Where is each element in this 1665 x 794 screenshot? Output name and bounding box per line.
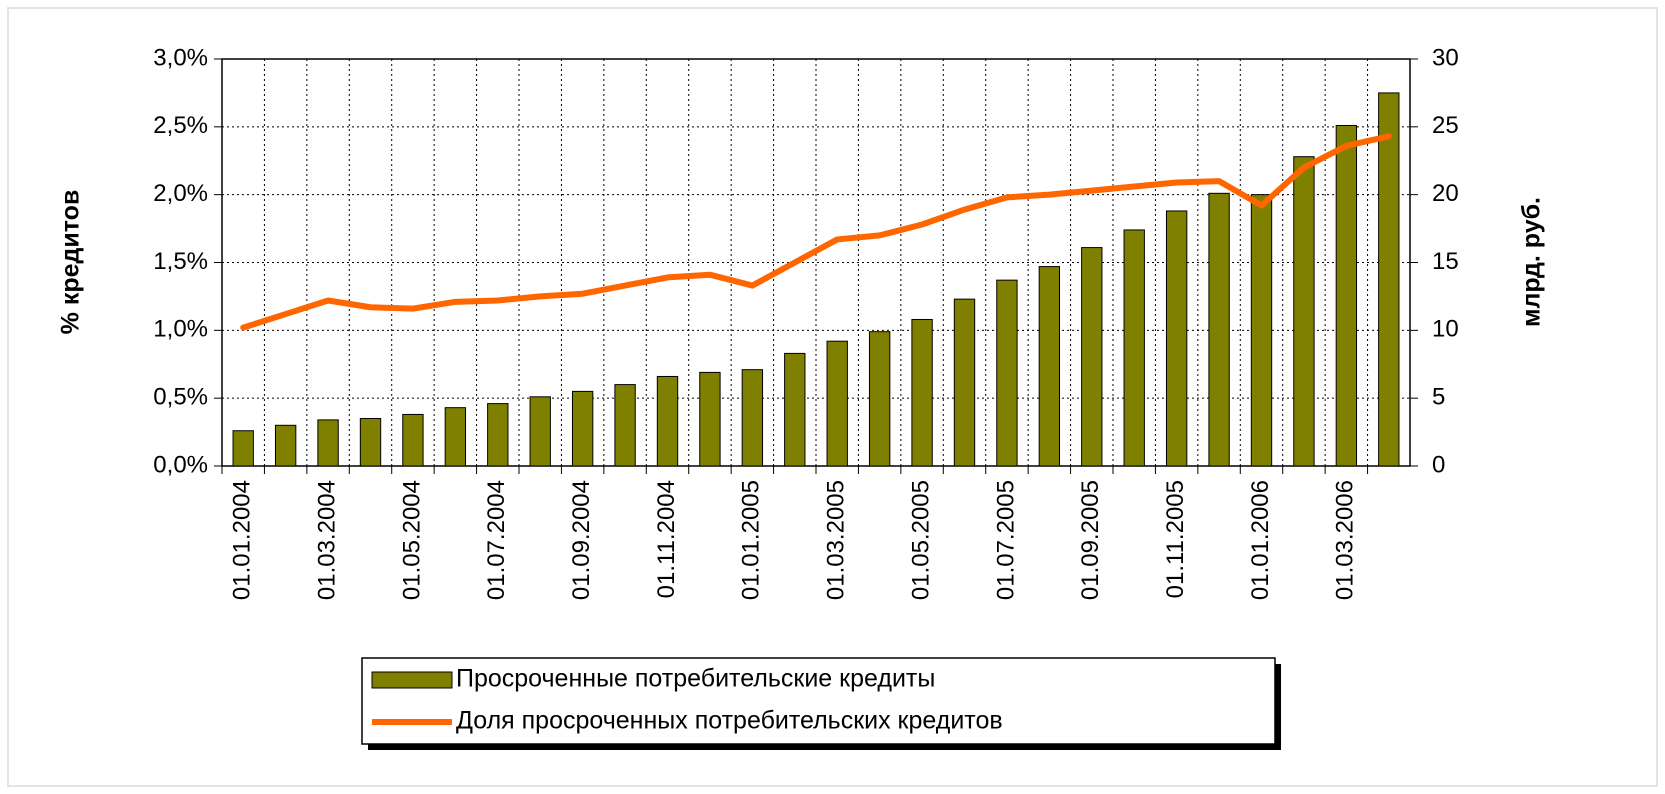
x-tick-label: 01.09.2004 [568, 480, 595, 600]
bar [911, 318, 933, 467]
x-tick-label: 01.05.2005 [907, 480, 934, 600]
bar [1165, 210, 1188, 467]
bar [274, 424, 297, 467]
legend-label: Просроченные потребительские кредиты [456, 665, 935, 693]
bar [1123, 229, 1145, 467]
y-tick-label: 1,5% [153, 248, 208, 275]
bar [529, 396, 551, 467]
bar [402, 413, 424, 467]
bar [444, 407, 467, 467]
bar [487, 403, 509, 467]
x-tick-label: 01.03.2006 [1332, 480, 1359, 600]
x-tick-label: 01.05.2004 [398, 480, 425, 600]
bar [784, 352, 806, 467]
bar [656, 375, 679, 467]
y2-tick-label: 25 [1432, 112, 1459, 139]
bar [868, 331, 891, 467]
bar [359, 418, 382, 467]
bar [317, 419, 339, 467]
y2-tick-label: 0 [1432, 451, 1445, 478]
x-tick-label: 01.11.2005 [1162, 480, 1189, 598]
bar [614, 384, 636, 467]
y2-tick-label: 30 [1432, 44, 1459, 71]
x-tick-label: 01.03.2004 [313, 480, 340, 600]
frame [7, 7, 1658, 787]
bar [996, 279, 1018, 467]
y-tick-label: 2,0% [153, 180, 208, 207]
legend-label: Доля просроченных потребительских кредит… [456, 707, 1003, 735]
bar [1081, 247, 1103, 467]
y-tick-label: 0,0% [153, 451, 208, 478]
bar [1335, 124, 1358, 467]
y2-tick-label: 15 [1432, 248, 1459, 275]
bar [1378, 92, 1400, 467]
y-axis-label: % кредитов [57, 190, 85, 335]
bar [232, 430, 254, 467]
bar [1293, 156, 1315, 467]
bar [826, 340, 848, 467]
x-tick-label: 01.01.2004 [229, 480, 256, 600]
x-tick-label: 01.11.2004 [653, 480, 680, 598]
x-tick-label: 01.01.2006 [1247, 480, 1274, 600]
x-tick-label: 01.07.2005 [992, 480, 1019, 600]
bar [699, 371, 721, 467]
x-tick-label: 01.03.2005 [823, 480, 850, 600]
bar [1208, 192, 1230, 467]
y2-tick-label: 5 [1432, 384, 1445, 411]
bar [953, 298, 976, 467]
x-tick-label: 01.07.2004 [483, 480, 510, 600]
bar [741, 369, 764, 467]
y2-tick-label: 20 [1432, 180, 1459, 207]
y-tick-label: 2,5% [153, 112, 208, 139]
y2-axis-label: млрд. руб. [1518, 197, 1546, 327]
bar [1038, 266, 1061, 467]
legend-swatch [371, 671, 453, 689]
y2-tick-label: 10 [1432, 316, 1459, 343]
line [240, 133, 1392, 331]
x-tick-label: 01.01.2005 [738, 480, 765, 600]
y-tick-label: 3,0% [153, 44, 208, 71]
bar [571, 390, 594, 467]
y-tick-label: 1,0% [153, 316, 208, 343]
legend [361, 657, 1276, 745]
x-tick-label: 01.09.2005 [1077, 480, 1104, 600]
bar [1250, 194, 1273, 467]
y-tick-label: 0,5% [153, 384, 208, 411]
